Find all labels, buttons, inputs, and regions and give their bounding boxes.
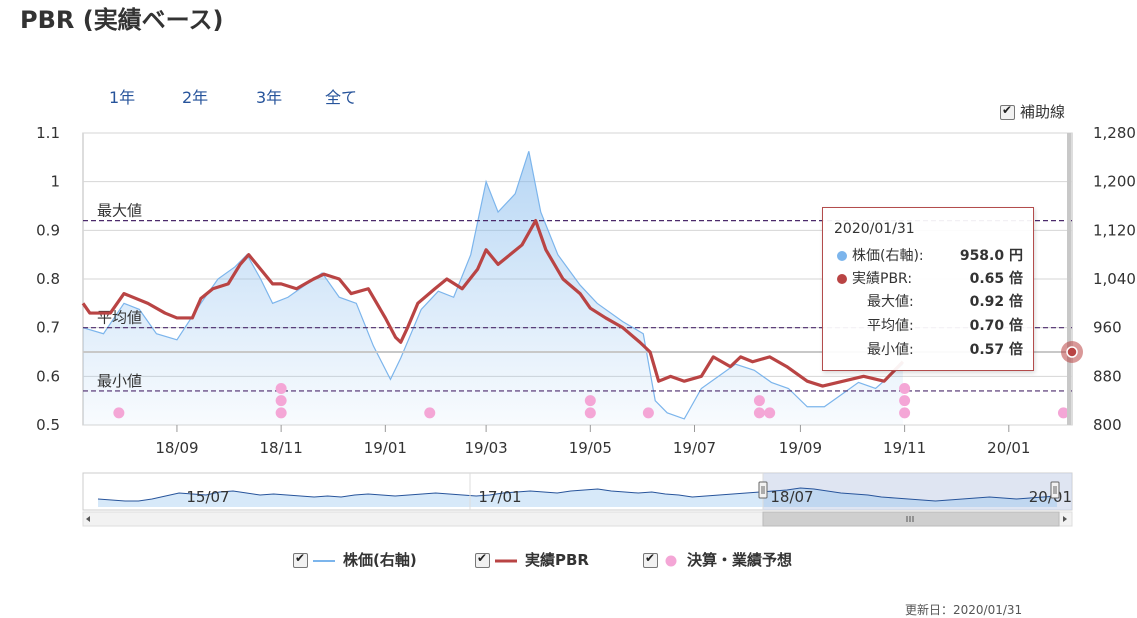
navigator-area — [98, 488, 1057, 507]
chart-tooltip: 2020/01/31 株価(右軸): 958.0 円 実績PBR: 0.65 倍… — [822, 207, 1034, 371]
y-left-tick-label: 0.7 — [36, 319, 60, 337]
pbr-line — [81, 219, 905, 388]
navigator-handle — [1050, 481, 1060, 499]
navigator-handle — [758, 481, 768, 499]
scroll-left-arrow-icon — [86, 516, 90, 522]
x-tick-label: 19/03 — [464, 439, 507, 457]
earnings-dot — [753, 407, 765, 419]
y-right-tick-label: 880 — [1093, 367, 1122, 385]
scrollbar-thumb — [762, 511, 1060, 527]
update-date: 更新日：2020/01/31 — [905, 603, 1023, 617]
legend-pbr-checkbox[interactable] — [475, 551, 490, 568]
range-1y-button[interactable]: 1年 — [109, 88, 136, 107]
earnings-dot — [275, 395, 287, 407]
x-tick-label: 19/07 — [673, 439, 716, 457]
tooltip-min-label: 最小値: — [867, 342, 914, 358]
y-right-tick-label: 800 — [1093, 416, 1122, 434]
scroll-right-arrow-icon — [1063, 516, 1067, 522]
tooltip-min-value: 0.57 倍 — [969, 342, 1023, 358]
tooltip-avg-label: 平均値: — [867, 318, 914, 334]
tooltip-avg-value: 0.70 倍 — [969, 318, 1023, 334]
earnings-dot-icon — [665, 555, 677, 566]
legend-item-earnings[interactable]: 決算・業績予想 — [643, 549, 792, 570]
navigator-line — [97, 487, 1058, 502]
y-left-tick-label: 0.9 — [36, 221, 60, 239]
reference-line-label: 最小値 — [97, 372, 142, 390]
earnings-dot — [642, 407, 654, 419]
y-right-tick-label: 1,040 — [1093, 270, 1136, 288]
legend-item-pbr[interactable]: 実績PBR — [475, 549, 589, 570]
tooltip-price-label: 株価(右軸): — [852, 248, 924, 264]
aux-lines-toggle[interactable]: 補助線 — [1000, 101, 1065, 122]
price-dot-icon — [837, 251, 847, 261]
y-right-tick-label: 1,200 — [1093, 173, 1136, 191]
earnings-dot — [275, 383, 287, 394]
earnings-dot — [764, 407, 776, 419]
page-title: PBR (実績ベース) — [20, 6, 224, 34]
y-left-tick-label: 1.1 — [36, 124, 60, 142]
earnings-dot — [899, 407, 911, 419]
y-left-tick-label: 0.6 — [36, 367, 60, 385]
earnings-dot — [753, 395, 765, 407]
x-tick-label: 18/09 — [155, 439, 198, 457]
range-all-button[interactable]: 全て — [325, 88, 358, 107]
navigator-tick-label: 17/01 — [478, 488, 521, 506]
y-right-tick-label: 960 — [1093, 319, 1122, 337]
tooltip-price-value: 958.0 円 — [959, 248, 1023, 264]
reference-line-label: 平均値 — [97, 309, 142, 327]
legend-price-checkbox[interactable] — [293, 551, 308, 568]
price-area — [83, 151, 903, 425]
earnings-dot — [899, 395, 911, 407]
range-3y-button[interactable]: 3年 — [256, 88, 283, 107]
pbr-line-icon — [495, 559, 517, 562]
x-tick-label: 19/11 — [883, 439, 926, 457]
legend-earnings-checkbox[interactable] — [643, 551, 658, 568]
x-tick-label: 20/01 — [987, 439, 1030, 457]
aux-lines-checkbox[interactable] — [1000, 103, 1015, 120]
tooltip-max-value: 0.92 倍 — [969, 294, 1023, 310]
y-left-tick-label: 0.8 — [36, 270, 60, 288]
earnings-dot — [899, 383, 911, 394]
y-left-tick-label: 0.5 — [36, 416, 60, 434]
earnings-dot — [1057, 407, 1069, 419]
aux-lines-label: 補助線 — [1020, 103, 1066, 121]
legend-pbr-label: 実績PBR — [525, 551, 589, 569]
x-tick-label: 19/09 — [779, 439, 822, 457]
navigator-tick-label: 18/07 — [770, 488, 813, 506]
navigator-selection — [763, 473, 1072, 510]
tooltip-max-label: 最大値: — [867, 294, 914, 310]
pbr-dot-icon — [837, 274, 847, 284]
earnings-dot — [584, 407, 596, 419]
reference-line-label: 最大値 — [97, 202, 142, 220]
price-line — [82, 151, 904, 420]
x-tick-label: 19/05 — [569, 439, 612, 457]
tooltip-pbr-label: 実績PBR: — [852, 271, 913, 287]
legend-price-label: 株価(右軸) — [343, 551, 417, 569]
hover-marker — [1066, 346, 1078, 358]
navigator-tick-label: 20/01 — [1029, 488, 1072, 506]
y-left-tick-label: 1 — [50, 173, 60, 191]
price-line-icon — [313, 559, 335, 562]
tooltip-pbr-value: 0.65 倍 — [969, 271, 1023, 287]
x-tick-label: 18/11 — [260, 439, 303, 457]
earnings-dot — [113, 407, 125, 419]
legend-earnings-label: 決算・業績予想 — [687, 551, 793, 569]
navigator-tick-label: 15/07 — [186, 488, 229, 506]
y-right-tick-label: 1,280 — [1093, 124, 1136, 142]
earnings-dot — [584, 395, 596, 407]
earnings-dot — [424, 407, 436, 419]
tooltip-date: 2020/01/31 — [834, 221, 915, 237]
range-2y-button[interactable]: 2年 — [182, 88, 209, 107]
earnings-dot — [275, 407, 287, 419]
y-right-tick-label: 1,120 — [1093, 221, 1136, 239]
legend-item-price[interactable]: 株価(右軸) — [293, 549, 417, 570]
x-tick-label: 19/01 — [364, 439, 407, 457]
